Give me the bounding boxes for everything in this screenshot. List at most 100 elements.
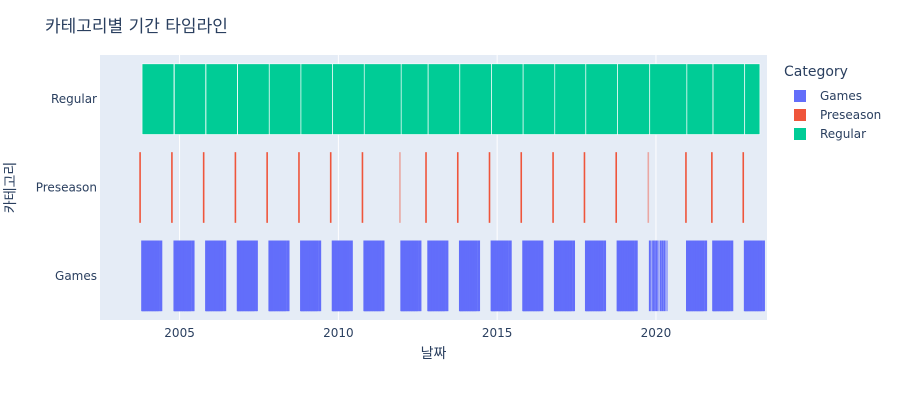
- games-bar: [663, 240, 666, 312]
- games-bar: [255, 240, 257, 312]
- games-bar: [571, 240, 573, 312]
- games-bar: [349, 240, 352, 312]
- legend-item-preseason[interactable]: Preseason: [784, 105, 881, 124]
- games-bar: [445, 240, 448, 312]
- games-bar: [704, 240, 707, 312]
- regular-bar: [237, 63, 270, 135]
- games-bar: [476, 240, 478, 312]
- regular-bar: [712, 63, 745, 135]
- chart-title: 카테고리별 기간 타임라인: [45, 17, 228, 37]
- games-bar: [382, 240, 385, 312]
- games-bar: [190, 240, 193, 312]
- preseason-bar: [742, 152, 745, 223]
- games-bar: [650, 240, 653, 312]
- legend-title: Category: [784, 64, 848, 80]
- regular-bar: [491, 63, 524, 135]
- regular-bar: [141, 63, 175, 135]
- preseason-bar: [647, 152, 650, 223]
- games-bar: [666, 240, 668, 312]
- games-bar: [661, 240, 664, 312]
- y-tick-label: Regular: [51, 92, 97, 106]
- games-bar: [633, 240, 636, 312]
- games-bar: [317, 240, 320, 312]
- games-bar: [192, 240, 195, 312]
- regular-bar: [686, 63, 714, 135]
- games-bar: [287, 240, 290, 312]
- legend-label-preseason: Preseason: [820, 107, 882, 122]
- games-bar: [656, 240, 658, 312]
- games-bar: [191, 240, 194, 312]
- x-axis-title: 날짜: [421, 346, 447, 362]
- regular-bar: [744, 63, 761, 135]
- legend-label-regular: Regular: [820, 126, 867, 141]
- regular-bar: [617, 63, 650, 135]
- x-tick-label: 2005: [164, 326, 195, 340]
- regular-bar: [554, 63, 586, 135]
- games-bar: [285, 240, 288, 312]
- x-tick-label: 2015: [482, 326, 513, 340]
- games-bar: [351, 240, 353, 312]
- games-bar: [508, 240, 511, 312]
- preseason-bar: [456, 152, 459, 223]
- regular-bar: [400, 63, 429, 135]
- games-bar: [256, 240, 258, 312]
- preseason-bar: [488, 152, 491, 223]
- regular-bar: [427, 63, 460, 135]
- games-bar: [224, 240, 227, 312]
- games-bar: [648, 240, 651, 312]
- games-bar: [444, 240, 447, 312]
- preseason-bar: [171, 152, 173, 223]
- games-bar: [603, 240, 606, 312]
- games-bar: [507, 240, 510, 312]
- preseason-bar: [425, 152, 427, 223]
- regular-bar: [205, 63, 238, 135]
- games-bar: [446, 240, 449, 312]
- games-bar: [761, 240, 763, 312]
- games-bar: [705, 240, 708, 312]
- preseason-bar: [552, 152, 554, 223]
- preseason-bar: [329, 152, 332, 223]
- preseason-bar: [520, 152, 523, 223]
- legend-item-regular[interactable]: Regular: [784, 124, 881, 143]
- games-bar: [318, 240, 321, 312]
- regular-bar: [585, 63, 618, 135]
- games-bar: [572, 240, 574, 312]
- games-bar: [763, 240, 765, 312]
- games-bar: [319, 240, 322, 312]
- games-bar: [509, 240, 512, 312]
- games-bar: [223, 240, 226, 312]
- games-bar: [478, 240, 481, 312]
- games-bar: [286, 240, 289, 312]
- preseason-bar: [361, 152, 364, 223]
- games-bar: [348, 240, 351, 312]
- x-tick-label: 2020: [641, 326, 672, 340]
- games-bar: [158, 240, 161, 312]
- games-bar: [635, 240, 638, 312]
- games-bar: [729, 240, 732, 312]
- legend-label-games: Games: [820, 88, 862, 103]
- preseason-bar: [399, 152, 401, 223]
- regular-bar: [649, 63, 688, 135]
- preseason-bar: [615, 152, 618, 223]
- y-tick-label: Games: [55, 269, 97, 283]
- games-bar: [762, 240, 764, 312]
- preseason-bar: [202, 152, 205, 223]
- legend: Category Games Preseason Regular: [784, 64, 881, 143]
- games-bar: [539, 240, 542, 312]
- preseason-bar: [298, 152, 300, 223]
- x-tick-label: 2010: [323, 326, 354, 340]
- games-bar: [573, 240, 576, 312]
- games-bar: [419, 240, 422, 312]
- regular-bar: [269, 63, 302, 135]
- games-bar: [477, 240, 480, 312]
- legend-item-games[interactable]: Games: [784, 86, 881, 105]
- preseason-bar: [583, 152, 586, 223]
- regular-bar: [522, 63, 556, 135]
- preseason-bar: [266, 152, 268, 223]
- legend-swatch-preseason: [794, 108, 806, 121]
- preseason-bar: [711, 152, 713, 223]
- games-bar: [731, 240, 734, 312]
- games-bar: [730, 240, 733, 312]
